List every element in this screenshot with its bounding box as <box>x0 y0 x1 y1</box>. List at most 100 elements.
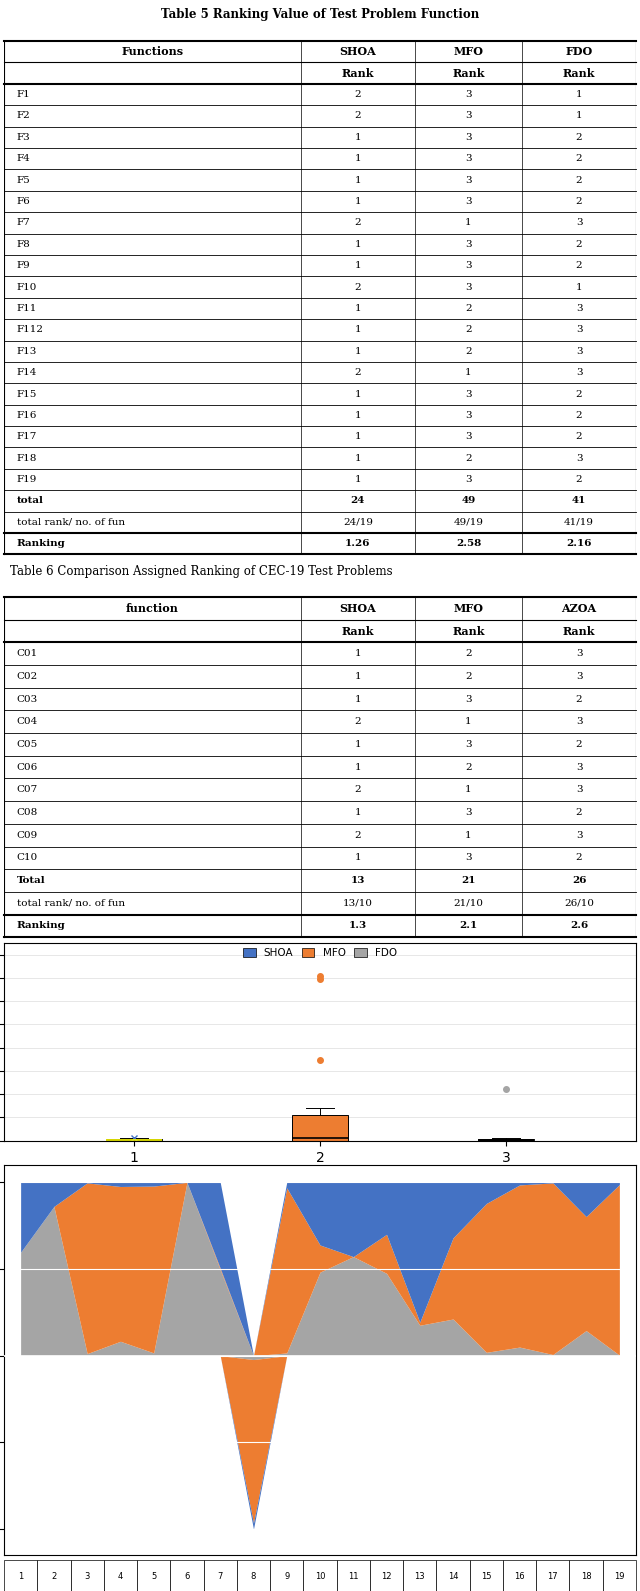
Text: 49/19: 49/19 <box>454 517 484 527</box>
Text: F16: F16 <box>17 410 37 420</box>
Text: 2: 2 <box>576 240 582 248</box>
Text: 1: 1 <box>355 410 361 420</box>
Text: 3: 3 <box>576 347 582 356</box>
Text: 2.58: 2.58 <box>456 539 481 549</box>
Text: 2: 2 <box>355 831 361 840</box>
Text: 1: 1 <box>355 476 361 484</box>
Text: F5: F5 <box>17 175 30 185</box>
Text: 1: 1 <box>465 368 472 377</box>
Legend: SHOA, MFO, FDO: SHOA, MFO, FDO <box>239 943 401 963</box>
Text: 49: 49 <box>461 496 476 506</box>
Text: Total: Total <box>17 877 45 885</box>
Text: MFO: MFO <box>454 46 484 57</box>
Text: 3: 3 <box>465 261 472 270</box>
Text: 1: 1 <box>355 695 361 703</box>
Text: 3: 3 <box>576 649 582 659</box>
Text: 24: 24 <box>351 496 365 506</box>
Text: 3: 3 <box>465 695 472 703</box>
Text: 2: 2 <box>465 347 472 356</box>
Text: F112: F112 <box>17 325 44 334</box>
Text: 2: 2 <box>355 786 361 794</box>
Text: 3: 3 <box>465 283 472 291</box>
Text: Rank: Rank <box>342 68 374 78</box>
Text: 2: 2 <box>465 453 472 463</box>
Text: 3: 3 <box>576 218 582 228</box>
Text: 1: 1 <box>355 740 361 749</box>
Text: F10: F10 <box>17 283 37 291</box>
Text: 3: 3 <box>465 111 472 121</box>
Text: total rank/ no. of fun: total rank/ no. of fun <box>17 899 125 908</box>
Text: F3: F3 <box>17 132 30 142</box>
Text: 2: 2 <box>576 261 582 270</box>
Text: 24/19: 24/19 <box>343 517 373 527</box>
Text: 1: 1 <box>355 762 361 772</box>
Text: C06: C06 <box>17 762 38 772</box>
Text: 1: 1 <box>355 853 361 862</box>
Text: C04: C04 <box>17 718 38 725</box>
Text: 2: 2 <box>465 649 472 659</box>
Text: 2: 2 <box>355 718 361 725</box>
Text: 2: 2 <box>465 762 472 772</box>
Text: 1: 1 <box>355 132 361 142</box>
Text: 26/10: 26/10 <box>564 899 594 908</box>
Text: 1: 1 <box>355 197 361 205</box>
Text: 2: 2 <box>576 853 582 862</box>
Text: 3: 3 <box>465 433 472 441</box>
Text: Rank: Rank <box>452 625 484 636</box>
Text: C09: C09 <box>17 831 38 840</box>
Text: C05: C05 <box>17 740 38 749</box>
Text: 41: 41 <box>572 496 586 506</box>
Text: C07: C07 <box>17 786 38 794</box>
Text: C01: C01 <box>17 649 38 659</box>
Text: AZOA: AZOA <box>561 603 596 614</box>
Text: 2: 2 <box>465 325 472 334</box>
Text: 3: 3 <box>465 808 472 818</box>
Text: 1.3: 1.3 <box>349 921 367 931</box>
Text: 2: 2 <box>465 304 472 313</box>
Text: 1: 1 <box>576 283 582 291</box>
Text: F15: F15 <box>17 390 37 398</box>
Text: 3: 3 <box>576 831 582 840</box>
Text: 3: 3 <box>576 304 582 313</box>
Text: 1: 1 <box>355 671 361 681</box>
Text: 3: 3 <box>576 325 582 334</box>
Text: 41/19: 41/19 <box>564 517 594 527</box>
Text: 13: 13 <box>351 877 365 885</box>
Text: 1: 1 <box>355 390 361 398</box>
Text: 1: 1 <box>355 325 361 334</box>
Text: 1: 1 <box>355 453 361 463</box>
Text: 2: 2 <box>355 111 361 121</box>
Text: 2: 2 <box>576 808 582 818</box>
Text: C10: C10 <box>17 853 38 862</box>
Text: 3: 3 <box>465 853 472 862</box>
Text: SHOA: SHOA <box>340 46 376 57</box>
Text: 2: 2 <box>576 154 582 164</box>
Text: 3: 3 <box>465 390 472 398</box>
Text: 2: 2 <box>576 433 582 441</box>
Text: 2: 2 <box>355 283 361 291</box>
Text: total rank/ no. of fun: total rank/ no. of fun <box>17 517 125 527</box>
Text: SHOA: SHOA <box>340 603 376 614</box>
Text: 1: 1 <box>355 304 361 313</box>
Text: 1: 1 <box>355 808 361 818</box>
Text: 2: 2 <box>576 476 582 484</box>
Text: total: total <box>17 496 44 506</box>
Text: 3: 3 <box>576 762 582 772</box>
Text: Functions: Functions <box>122 46 184 57</box>
Text: F11: F11 <box>17 304 37 313</box>
Text: 3: 3 <box>465 132 472 142</box>
Text: 3: 3 <box>465 240 472 248</box>
Text: 3: 3 <box>465 410 472 420</box>
Text: 1: 1 <box>355 261 361 270</box>
Text: 3: 3 <box>465 154 472 164</box>
Text: Ranking: Ranking <box>17 921 65 931</box>
Text: Table 5 Ranking Value of Test Problem Function: Table 5 Ranking Value of Test Problem Fu… <box>161 8 479 21</box>
Text: 1: 1 <box>355 154 361 164</box>
Text: Ranking: Ranking <box>17 539 65 549</box>
Text: 2: 2 <box>355 218 361 228</box>
Text: 2: 2 <box>576 740 582 749</box>
Text: 1: 1 <box>465 786 472 794</box>
Text: F14: F14 <box>17 368 37 377</box>
Text: C02: C02 <box>17 671 38 681</box>
Text: F19: F19 <box>17 476 37 484</box>
